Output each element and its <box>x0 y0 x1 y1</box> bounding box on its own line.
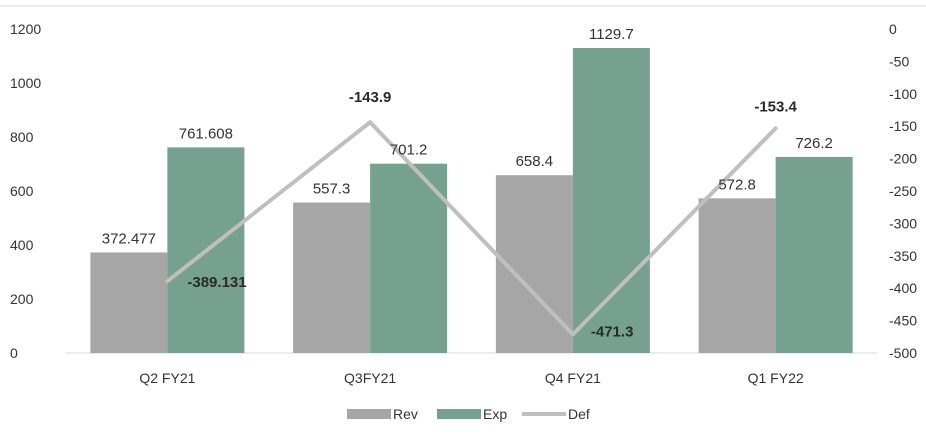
right-axis-tick-label: -400 <box>889 280 917 296</box>
bar-series <box>90 47 853 354</box>
data-labels: 372.477 557.3 658.4 572.8 761.608 701.2 1129.7… <box>102 26 833 340</box>
legend-swatch-exp <box>437 409 481 419</box>
right-axis-tick-label: -450 <box>889 313 917 329</box>
legend-swatch-rev <box>347 409 391 419</box>
data-label-rev: 572.8 <box>718 176 756 193</box>
data-label-rev: 557.3 <box>313 181 351 198</box>
line-def <box>165 120 778 337</box>
right-axis-tick-label: -250 <box>889 183 917 199</box>
bar-rev <box>90 252 168 353</box>
right-axis-tick-label: -300 <box>889 215 917 231</box>
data-label-exp: 726.2 <box>795 135 833 152</box>
right-axis-tick-label: -100 <box>889 86 917 102</box>
legend-label-exp: Exp <box>483 406 507 422</box>
bar-exp <box>370 163 448 353</box>
category-tick-label: Q1 FY22 <box>748 370 804 386</box>
bar-exp <box>775 156 853 353</box>
category-tick-label: Q2 FY21 <box>139 370 195 386</box>
category-tick-label: Q3FY21 <box>344 370 396 386</box>
right-axis-tick-label: -150 <box>889 118 917 134</box>
right-axis-tick-label: -500 <box>889 345 917 361</box>
left-axis-tick-label: 800 <box>10 129 34 145</box>
bar-rev <box>293 202 371 353</box>
left-axis-tick-label: 200 <box>10 291 34 307</box>
category-axis-ticks: Q2 FY21 Q3FY21 Q4 FY21 Q1 FY22 <box>139 370 803 386</box>
right-axis-tick-label: -350 <box>889 248 917 264</box>
left-axis-tick-label: 400 <box>10 237 34 253</box>
bar-exp <box>572 47 650 354</box>
category-tick-label: Q4 FY21 <box>545 370 601 386</box>
left-axis-ticks: 0 200 400 600 800 1000 1200 <box>10 21 41 361</box>
line-series <box>165 120 778 337</box>
right-axis-tick-label: -200 <box>889 151 917 167</box>
data-label-exp: 761.608 <box>179 125 233 142</box>
left-axis-tick-label: 600 <box>10 183 34 199</box>
left-axis-tick-label: 1200 <box>10 21 41 37</box>
data-label-def: -143.9 <box>349 89 392 106</box>
data-label-rev: 658.4 <box>516 153 554 170</box>
data-label-exp: 701.2 <box>390 142 428 159</box>
left-axis-tick-label: 1000 <box>10 75 41 91</box>
data-label-def: -153.4 <box>754 98 797 115</box>
legend-label-def: Def <box>568 406 590 422</box>
right-axis-ticks: 0 -50 -100 -150 -200 -250 -300 -350 -400 -450 -500 <box>889 21 917 361</box>
right-axis-tick-label: 0 <box>889 21 897 37</box>
data-label-exp: 1129.7 <box>589 26 634 43</box>
bar-rev <box>698 198 776 353</box>
legend: Rev Exp Def <box>347 406 590 422</box>
left-axis-tick-label: 0 <box>10 345 18 361</box>
data-label-def: -471.3 <box>591 323 634 340</box>
data-label-def: -389.131 <box>187 274 246 291</box>
data-label-rev: 372.477 <box>102 230 156 247</box>
legend-label-rev: Rev <box>393 406 418 422</box>
right-axis-tick-label: -50 <box>889 53 909 69</box>
